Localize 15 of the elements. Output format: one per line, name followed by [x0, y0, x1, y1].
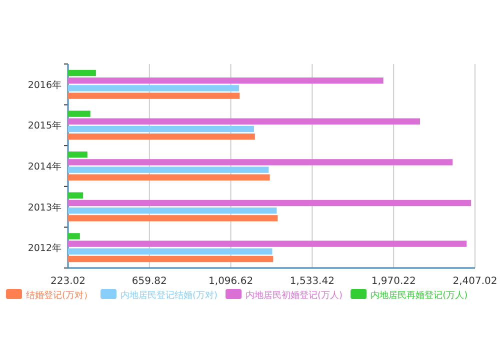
y-tick-label: 2013年 — [28, 201, 62, 214]
x-tick-label: 1,533.42 — [290, 276, 334, 287]
x-tick-label: 1,970.22 — [371, 276, 416, 287]
x-tick-label: 1,096.62 — [208, 276, 254, 287]
x-tick-label: 223.02 — [50, 276, 86, 287]
legend-label: 结婚登记(万对） — [26, 290, 93, 301]
legend-label: 内地居民再婚登记(万人) — [370, 290, 468, 301]
x-tick-label: 2,407.02 — [452, 276, 498, 287]
y-tick-label: 2016年 — [28, 78, 62, 91]
legend-label: 内地居民登记结婚(万对) — [120, 290, 218, 301]
x-tick-label: 659.82 — [132, 276, 167, 287]
legend-label: 内地居民初婚登记(万人) — [246, 290, 343, 301]
y-tick-label: 2012年 — [28, 242, 62, 254]
y-tick-label: 2015年 — [28, 120, 62, 132]
y-tick-label: 2014年 — [28, 160, 62, 172]
